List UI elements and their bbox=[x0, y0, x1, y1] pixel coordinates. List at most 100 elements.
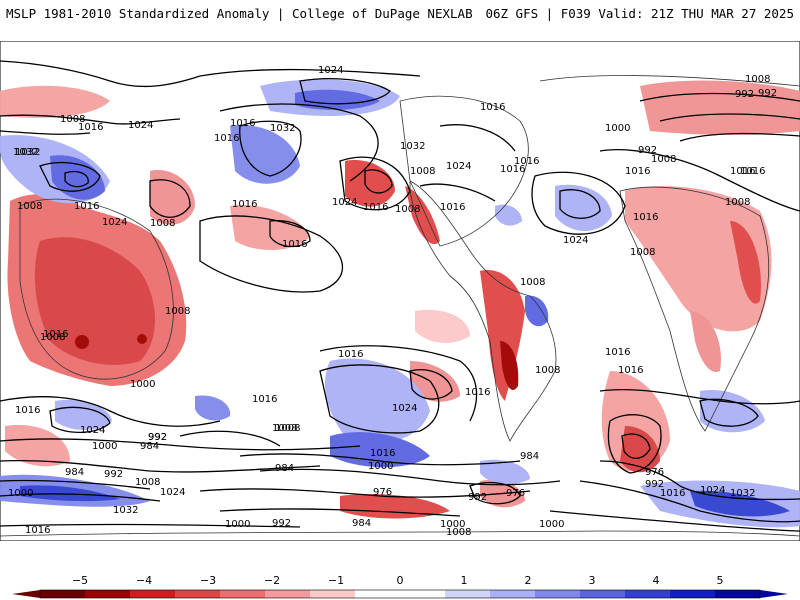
positive-anomaly-area bbox=[480, 459, 530, 485]
colorbar-swatches bbox=[12, 589, 788, 599]
negative-anomaly-area bbox=[620, 426, 660, 473]
colorbar-swatch bbox=[400, 590, 446, 598]
contour-label: 1016 bbox=[633, 212, 658, 223]
colorbar-swatch bbox=[310, 590, 356, 598]
colorbar-tick-label: −3 bbox=[200, 574, 216, 587]
contour-label: 984 bbox=[352, 518, 371, 529]
contour-label: 992 bbox=[735, 89, 754, 100]
contour-label: 1016 bbox=[514, 156, 539, 167]
contour-label: 1008 bbox=[135, 477, 160, 488]
contour-label: 1008 bbox=[725, 197, 750, 208]
contour-label: 1024 bbox=[128, 120, 153, 131]
contour-label: 1016 bbox=[78, 122, 103, 133]
contour-label: 1008 bbox=[395, 204, 420, 215]
positive-anomaly-area bbox=[495, 204, 522, 226]
contour-label: 1024 bbox=[80, 425, 105, 436]
contour-label: 1000 bbox=[130, 379, 155, 390]
contour-label: 1016 bbox=[25, 525, 50, 536]
contour-label: 1016 bbox=[363, 202, 388, 213]
colorbar-tick-label: 4 bbox=[653, 574, 660, 587]
contour-label: 1016 bbox=[252, 394, 277, 405]
contour-label: 1032 bbox=[400, 141, 425, 152]
contour-label: 1008 bbox=[17, 201, 42, 212]
contour-label: 1024 bbox=[563, 235, 588, 246]
colorbar-tick-label: 2 bbox=[525, 574, 532, 587]
colorbar-swatch bbox=[220, 590, 266, 598]
colorbar-extend-max bbox=[760, 590, 788, 598]
contour-label: 1016 bbox=[740, 166, 765, 177]
contour-label: 1000 bbox=[92, 441, 117, 452]
negative-anomaly-area bbox=[340, 494, 450, 519]
contour-label: 1008 bbox=[272, 423, 297, 434]
contour-label: 1016 bbox=[230, 118, 255, 129]
colorbar-swatch bbox=[625, 590, 671, 598]
positive-anomaly-area bbox=[555, 184, 612, 231]
colorbar-swatch bbox=[355, 590, 401, 598]
contour-label: 992 bbox=[148, 432, 167, 443]
negative-anomaly-area bbox=[150, 170, 195, 225]
negative-anomaly-area bbox=[500, 341, 519, 390]
contour-label: 992 bbox=[272, 518, 291, 529]
colorbar: −5 −4 −3 −2 −1 0 1 2 3 4 5 bbox=[12, 574, 788, 599]
colorbar-swatch bbox=[40, 590, 86, 598]
colorbar-extend-min bbox=[12, 590, 40, 598]
contour-label: 1000 bbox=[368, 461, 393, 472]
contour-label: 984 bbox=[520, 451, 539, 462]
contour-label: 1000 bbox=[225, 519, 250, 530]
contour-label: 1008 bbox=[275, 423, 300, 434]
contour-label: 1016 bbox=[43, 329, 68, 340]
colorbar-swatch bbox=[490, 590, 536, 598]
contour-label: 1008 bbox=[60, 114, 85, 125]
colorbar-swatch bbox=[535, 590, 581, 598]
colorbar-tick-label: 0 bbox=[397, 574, 404, 587]
negative-anomaly-area bbox=[415, 309, 470, 343]
contour-label: 1024 bbox=[392, 403, 417, 414]
contour-label: 992 bbox=[758, 88, 777, 99]
contour-label: 1016 bbox=[605, 347, 630, 358]
colorbar-swatch bbox=[175, 590, 221, 598]
colorbar-tick-label: 3 bbox=[589, 574, 596, 587]
contour-label: 976 bbox=[645, 467, 664, 478]
contour-label: 1016 bbox=[625, 166, 650, 177]
colorbar-tick-label: 1 bbox=[461, 574, 468, 587]
contour-label: 992 bbox=[468, 492, 487, 503]
contour-label: 1000 bbox=[440, 519, 465, 530]
contour-label: 1008 bbox=[410, 166, 435, 177]
negative-anomaly-core bbox=[75, 335, 89, 349]
contour-label: 1016 bbox=[465, 387, 490, 398]
contour-label: 1016 bbox=[15, 405, 40, 416]
contour-label: 1032 bbox=[13, 147, 38, 158]
positive-anomaly-area bbox=[20, 485, 120, 502]
colorbar-swatch bbox=[715, 590, 761, 598]
colorbar-tick-label: −4 bbox=[136, 574, 152, 587]
contour-label: 1008 bbox=[165, 306, 190, 317]
contour-label: 1008 bbox=[630, 247, 655, 258]
colorbar-tick-label: −1 bbox=[328, 574, 344, 587]
contour-label: 1032 bbox=[270, 123, 295, 134]
coastlines bbox=[0, 75, 800, 537]
colorbar-outline bbox=[39, 589, 761, 599]
model-run-info: 06Z GFS | F039 Valid: 21Z THU MAR 27 202… bbox=[485, 6, 794, 21]
positive-anomaly-area bbox=[230, 125, 300, 184]
contour-label: 1032 bbox=[730, 488, 755, 499]
contour-label: 1016 bbox=[370, 448, 395, 459]
contour-label: 984 bbox=[65, 467, 84, 478]
negative-anomaly-core bbox=[137, 334, 147, 344]
map-title: MSLP 1981-2010 Standardized Anomaly | Co… bbox=[6, 6, 473, 21]
contour-label: 1016 bbox=[618, 365, 643, 376]
colorbar-swatch bbox=[670, 590, 716, 598]
contour-label: 1024 bbox=[332, 197, 357, 208]
negative-anomaly-area bbox=[730, 221, 761, 304]
colorbar-swatch bbox=[130, 590, 176, 598]
positive-anomaly-area bbox=[50, 155, 105, 200]
colorbar-tick-label: −5 bbox=[72, 574, 88, 587]
negative-anomaly-area bbox=[405, 186, 440, 245]
contour-label: 984 bbox=[275, 463, 294, 474]
contour-label: 1016 bbox=[440, 202, 465, 213]
negative-anomaly-area bbox=[690, 311, 721, 372]
positive-anomaly-area bbox=[325, 358, 430, 443]
isobars bbox=[0, 60, 800, 532]
negative-anomaly-area bbox=[0, 85, 110, 118]
negative-anomaly-area bbox=[5, 425, 70, 467]
contour-label: 1016 bbox=[500, 164, 525, 175]
